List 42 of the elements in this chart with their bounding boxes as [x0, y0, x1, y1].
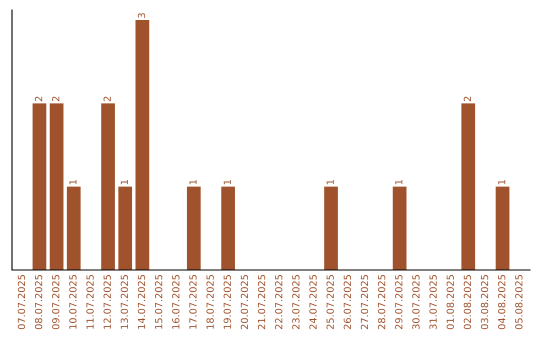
- data-label: 2: [104, 96, 111, 102]
- data-label: 1: [395, 180, 402, 184]
- data-label: 2: [34, 96, 42, 102]
- x-tick-label: 27.07.2025: [360, 275, 368, 330]
- x-tick-label: 13.07.2025: [120, 275, 128, 329]
- x-tick-label: 18.07.2025: [206, 275, 214, 329]
- x-tick-label: 01.08.2025: [446, 275, 454, 330]
- x-tick-label: 12.07.2025: [104, 275, 111, 329]
- x-tick-label: 26.07.2025: [344, 275, 352, 330]
- data-label: 1: [326, 180, 334, 184]
- x-tick-label: 10.07.2025: [69, 275, 77, 329]
- x-tick-label: 11.07.2025: [86, 275, 94, 329]
- data-label: 1: [69, 180, 76, 184]
- x-tick-label: 07.07.2025: [18, 275, 26, 330]
- x-tick-label: 31.07.2025: [429, 275, 437, 330]
- data-label: 3: [138, 13, 146, 18]
- data-label: 1: [224, 180, 231, 184]
- x-tick-label: 24.07.2025: [309, 275, 317, 330]
- x-tick-label: 25.07.2025: [326, 275, 334, 330]
- x-tick-label: 17.07.2025: [189, 275, 197, 329]
- data-label: 2: [464, 96, 471, 102]
- data-label: 1: [498, 180, 506, 184]
- x-tick-label: 09.07.2025: [52, 275, 60, 330]
- x-tick-label: 30.07.2025: [412, 275, 420, 330]
- x-tick-label: 19.07.2025: [224, 275, 231, 329]
- data-label: 1: [189, 180, 196, 184]
- x-tick-label: 02.08.2025: [464, 275, 472, 330]
- x-tick-label: 29.07.2025: [395, 275, 402, 330]
- x-tick-label: 14.07.2025: [138, 275, 146, 329]
- x-tick-label: 16.07.2025: [172, 275, 180, 329]
- data-label: 2: [52, 96, 60, 102]
- x-tick-label: 15.07.2025: [154, 275, 162, 329]
- x-tick-label: 22.07.2025: [275, 275, 282, 330]
- x-tick-label: 21.07.2025: [258, 275, 266, 330]
- x-tick-label: 08.07.2025: [34, 275, 42, 330]
- x-tick-label: 23.07.2025: [292, 275, 300, 330]
- x-tick-label: 03.08.2025: [480, 275, 488, 330]
- data-label: 1: [120, 180, 128, 184]
- x-tick-label: 20.07.2025: [240, 275, 248, 330]
- x-tick-label: 28.07.2025: [378, 275, 386, 330]
- x-tick-label: 05.08.2025: [515, 275, 523, 330]
- x-tick-label: 04.08.2025: [498, 275, 506, 330]
